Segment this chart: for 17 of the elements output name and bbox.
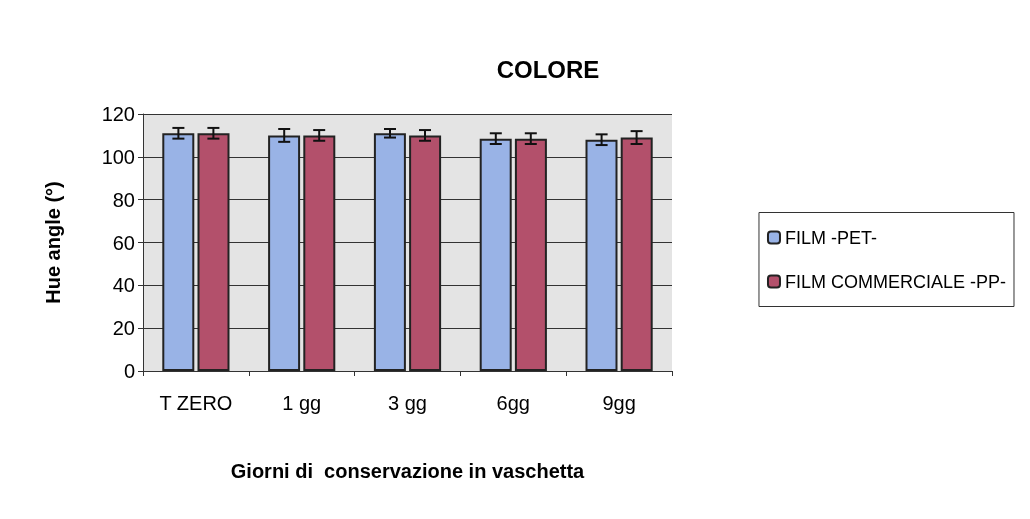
x-tick-label: 9gg — [602, 392, 636, 414]
y-tick-label: 40 — [112, 274, 135, 297]
y-tick-label: 20 — [112, 317, 135, 340]
y-tick-label: 120 — [101, 103, 135, 125]
y-axis-title: Hue angle (°) — [42, 181, 64, 304]
y-tick-label: 0 — [123, 360, 135, 382]
y-tick-label: 80 — [112, 188, 135, 211]
x-tick-label: T ZERO — [159, 392, 233, 414]
y-tick-label: 100 — [101, 145, 135, 168]
legend-label: FILM COMMERCIALE -PP- — [784, 271, 1007, 292]
legend-label: FILM -PET- — [784, 227, 877, 248]
y-tick-label: 60 — [112, 231, 135, 254]
chart-title: COLORE — [496, 55, 600, 83]
x-axis-title: Giorni di conservazione in vaschetta — [230, 460, 586, 482]
x-tick-label: 3 gg — [388, 392, 427, 414]
x-tick-label: 6gg — [496, 392, 530, 414]
x-tick-label: 1 gg — [282, 392, 322, 414]
